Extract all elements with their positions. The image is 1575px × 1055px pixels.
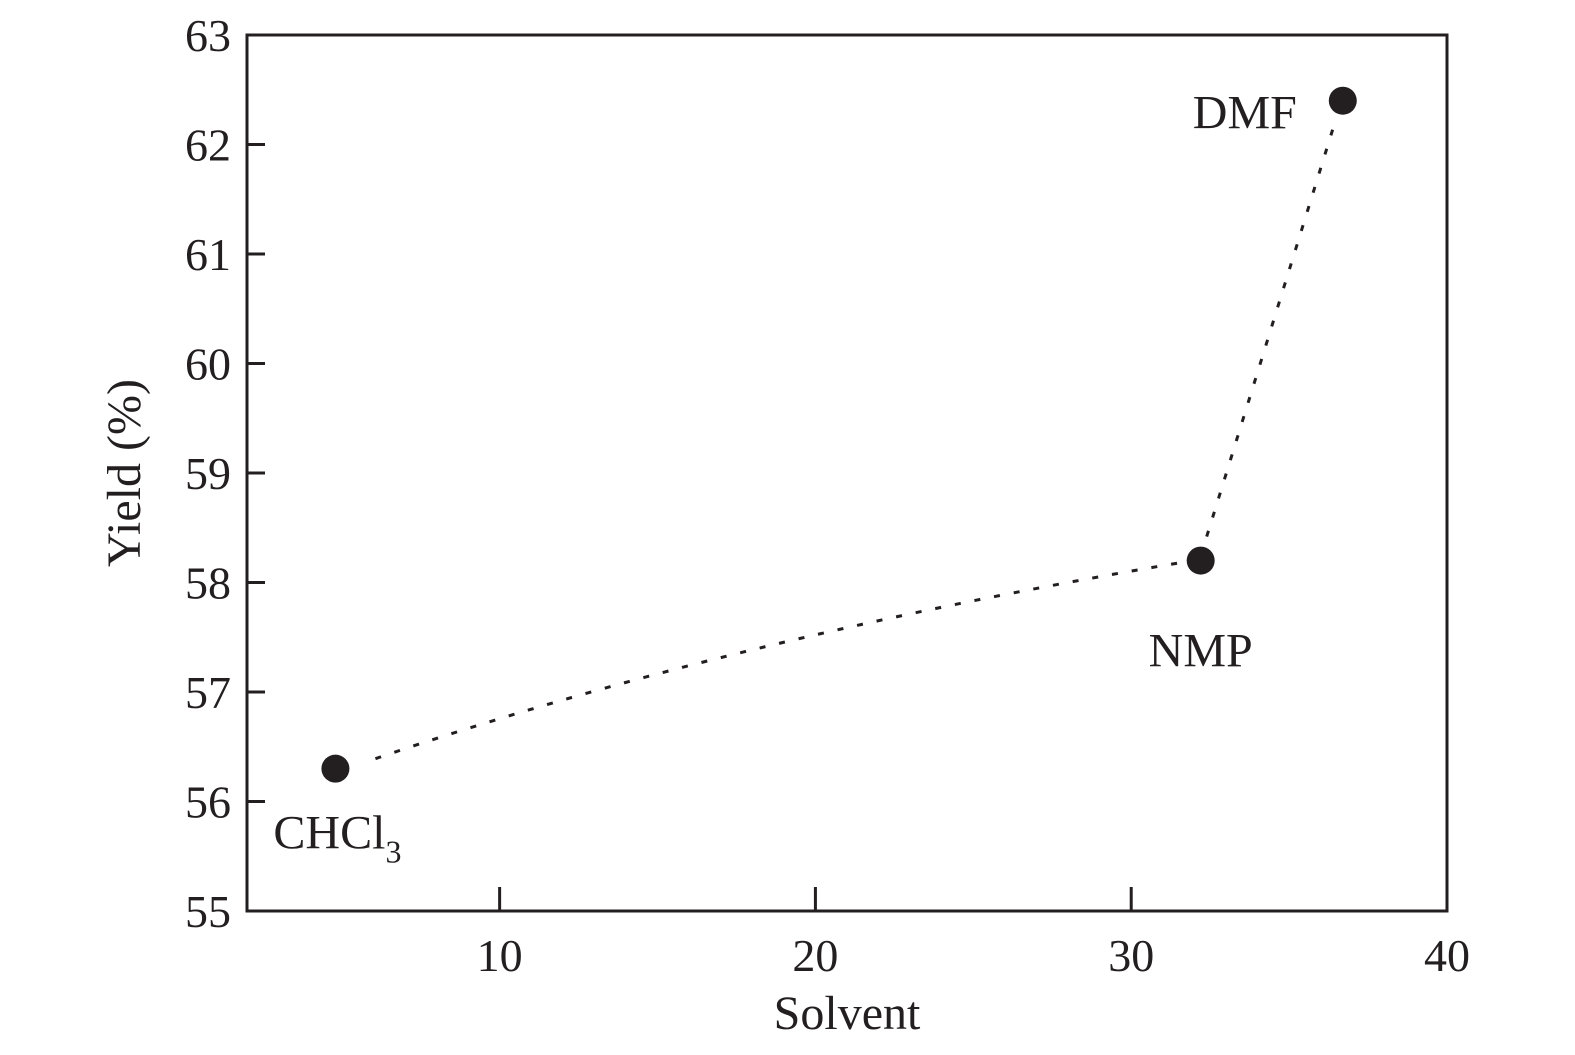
y-tick-label: 63 [185, 10, 231, 61]
plot-frame [245, 33, 1449, 913]
point-label-text: DMF [1193, 87, 1297, 140]
y-tick-label: 58 [185, 558, 231, 609]
data-points: CHCl3 NMP DMF [273, 86, 1357, 870]
y-tick-label: 61 [185, 229, 231, 280]
data-point [321, 754, 350, 783]
point-label-text: CHCl [273, 807, 385, 860]
y-tick-label: 55 [185, 886, 231, 937]
x-tick-label: 20 [792, 930, 838, 981]
y-tick-label: 57 [185, 667, 231, 718]
y-tick-label: 60 [185, 339, 231, 390]
x-tick-label: 10 [477, 930, 523, 981]
point-label: CHCl3 [273, 807, 401, 870]
point-label: DMF [1193, 87, 1297, 140]
x-tick-label: 30 [1108, 930, 1154, 981]
data-point [1328, 86, 1357, 115]
x-tick-label: 40 [1424, 930, 1470, 981]
point-label-text: NMP [1149, 625, 1253, 678]
y-tick-label: 59 [185, 448, 231, 499]
point-label-subscript: 3 [385, 834, 401, 870]
y-tick-label: 62 [185, 120, 231, 171]
point-label: NMP [1149, 625, 1253, 678]
dotted-connector [374, 122, 1337, 761]
axis-ticks: 55 56 57 58 59 60 61 62 63 10 20 30 40 [185, 10, 1470, 981]
x-axis-title: Solvent [774, 987, 921, 1040]
trend-line [374, 122, 1337, 761]
y-tick-label: 56 [185, 777, 231, 828]
y-axis-title: Yield (%) [98, 379, 151, 567]
data-point [1186, 546, 1215, 575]
